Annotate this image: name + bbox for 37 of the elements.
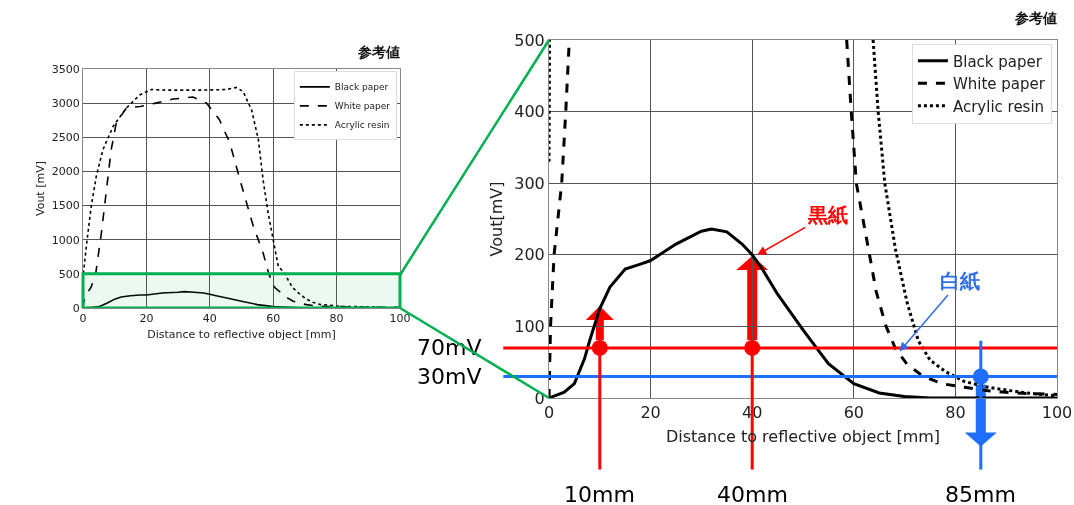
x-axis-title: Distance to reflective object [mm] xyxy=(147,327,336,341)
ref-line-label: 85mm xyxy=(945,482,1016,505)
legend-label: White paper xyxy=(334,101,391,112)
ref-line-label: 40mm xyxy=(717,482,788,505)
y-tick-label: 1500 xyxy=(51,199,80,213)
y-axis-title: Vout[mV] xyxy=(486,181,506,257)
x-tick-label: 80 xyxy=(945,403,966,423)
chart-title: 参考値 xyxy=(1014,9,1057,26)
x-tick-label: 20 xyxy=(139,312,154,326)
x-tick-label: 40 xyxy=(202,312,217,326)
annotation: 黒紙 xyxy=(807,203,848,227)
x-tick-label: 100 xyxy=(389,312,411,326)
y-tick-label: 300 xyxy=(514,173,545,193)
ref-line-label: 10mm xyxy=(564,482,635,505)
y-tick-label: 200 xyxy=(514,245,545,265)
x-tick-label: 60 xyxy=(843,403,864,423)
y-tick-label: 400 xyxy=(514,102,545,122)
chart-title: 参考値 xyxy=(357,43,400,60)
x-tick-label: 80 xyxy=(329,312,344,326)
x-tick-label: 20 xyxy=(640,403,661,423)
x-tick-label: 100 xyxy=(1041,403,1073,423)
legend-label: Black paper xyxy=(952,52,1043,71)
legend-label: Acrylic resin xyxy=(952,97,1045,116)
y-tick-label: 1000 xyxy=(51,233,80,247)
legend-label: Black paper xyxy=(334,82,389,93)
legend-label: Acrylic resin xyxy=(334,120,390,131)
y-axis-title: Vout [mV] xyxy=(34,160,48,217)
legend-label: White paper xyxy=(952,75,1046,94)
y-tick-label: 500 xyxy=(58,267,80,281)
y-tick-label: 2000 xyxy=(51,165,80,179)
ref-line-label: 30mV xyxy=(417,364,482,389)
x-tick-label: 60 xyxy=(266,312,281,326)
y-tick-label: 0 xyxy=(72,301,80,315)
y-tick-label: 3000 xyxy=(51,96,80,110)
y-tick-label: 2500 xyxy=(51,131,80,145)
y-tick-label: 500 xyxy=(514,30,545,50)
y-tick-label: 3500 xyxy=(51,62,80,76)
